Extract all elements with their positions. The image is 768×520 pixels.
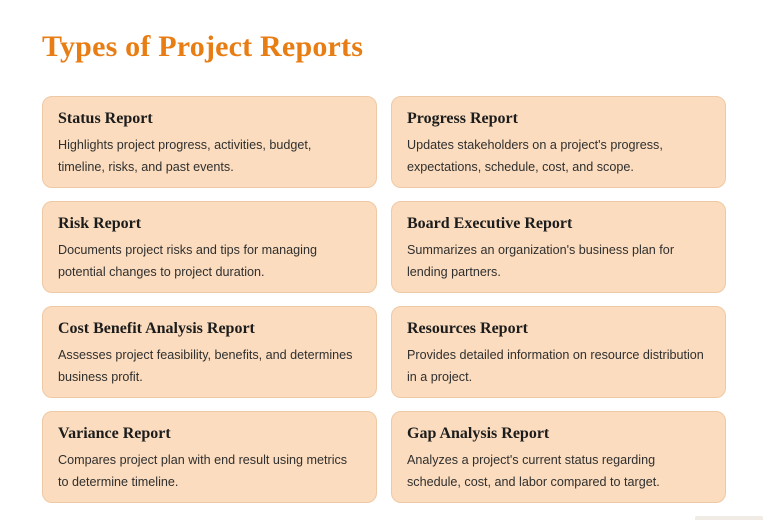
report-card-title: Board Executive Report (407, 215, 573, 232)
report-cards-grid: Status Report Highlights project progres… (42, 96, 726, 503)
report-card-title: Variance Report (58, 425, 171, 442)
report-card-cost-benefit-analysis: Cost Benefit Analysis Report Assesses pr… (42, 306, 377, 398)
cutoff-edge-artifact (695, 516, 763, 520)
report-card-resources: Resources Report Provides detailed infor… (391, 306, 726, 398)
report-card-status: Status Report Highlights project progres… (42, 96, 377, 188)
report-card-description: Assesses project feasibility, benefits, … (58, 348, 353, 384)
report-card-description: Updates stakeholders on a project's prog… (407, 138, 663, 174)
report-card-title: Risk Report (58, 215, 142, 232)
report-card-title: Progress Report (407, 110, 518, 127)
report-card-progress: Progress Report Updates stakeholders on … (391, 96, 726, 188)
report-card-gap-analysis: Gap Analysis Report Analyzes a project's… (391, 411, 726, 503)
report-card-title: Resources Report (407, 320, 529, 337)
report-card-description: Documents project risks and tips for man… (58, 243, 317, 279)
report-card-description: Summarizes an organization's business pl… (407, 243, 675, 279)
report-card-title: Gap Analysis Report (407, 425, 550, 442)
report-card-description: Analyzes a project's current status rega… (407, 453, 660, 489)
report-card-title: Cost Benefit Analysis Report (58, 320, 255, 337)
report-card-risk: Risk Report Documents project risks and … (42, 201, 377, 293)
report-card-description: Compares project plan with end result us… (58, 453, 348, 489)
report-card-variance: Variance Report Compares project plan wi… (42, 411, 377, 503)
report-card-description: Provides detailed information on resourc… (407, 348, 704, 384)
report-card-board-executive: Board Executive Report Summarizes an org… (391, 201, 726, 293)
report-card-description: Highlights project progress, activities,… (58, 138, 312, 174)
report-card-title: Status Report (58, 110, 153, 127)
page-title: Types of Project Reports (42, 30, 364, 63)
